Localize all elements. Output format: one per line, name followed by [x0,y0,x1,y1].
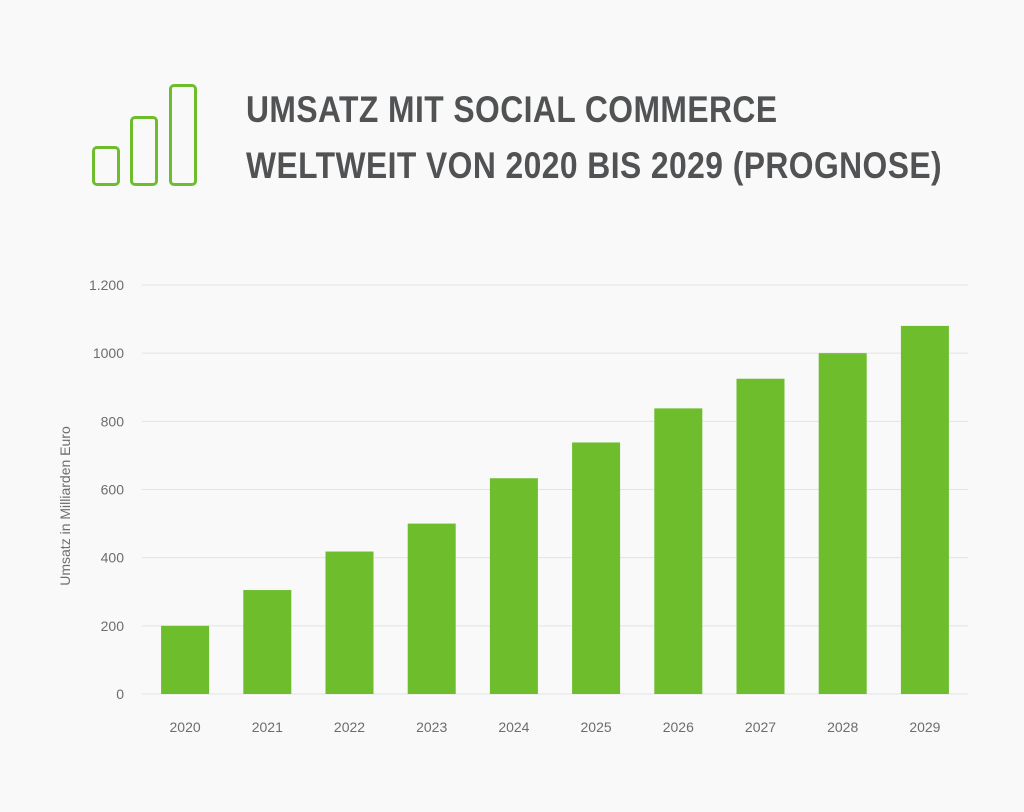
bars [161,325,949,694]
x-tick-label-2026: 2026 [663,719,694,735]
x-tick-label-2024: 2024 [498,719,529,735]
y-tick-label: 1000 [93,345,124,361]
bar-2025 [572,442,621,694]
x-tick-label-2022: 2022 [334,719,365,735]
y-axis-ticks: 0 200 400 600 800 1000 1.200 [89,277,124,702]
x-tick-label-2020: 2020 [170,719,201,735]
x-tick-label-2021: 2021 [252,719,283,735]
x-tick-label-2023: 2023 [416,719,447,735]
bar-2027 [736,378,785,694]
y-tick-label: 800 [101,413,125,429]
x-tick-label-2027: 2027 [745,719,776,735]
x-tick-label-2029: 2029 [909,719,940,735]
y-tick-label: 0 [116,686,124,702]
bar-2023 [407,523,456,694]
title-line-2: WELTWEIT VON 2020 BIS 2029 (PROGNOSE) [246,145,943,186]
y-tick-label: 200 [101,618,125,634]
y-tick-label: 400 [101,550,125,566]
logo-bar-medium [130,116,158,186]
bar-2026 [654,408,703,694]
bar-2029 [900,325,949,694]
y-tick-label: 1.200 [89,277,124,293]
page-title: UMSATZ MIT SOCIAL COMMERCE WELTWEIT VON … [246,82,942,194]
bar-2021 [243,590,292,694]
bar-2022 [325,551,374,694]
bar-2028 [818,353,867,694]
x-tick-label-2025: 2025 [581,719,612,735]
bar-chart-icon [90,82,202,190]
x-axis-ticks: 2020 2021 2022 2023 2024 2025 2026 2027 2028 2029 [170,719,941,735]
y-tick-label: 600 [101,482,125,498]
title-line-1: UMSATZ MIT SOCIAL COMMERCE [246,89,778,130]
logo-bar-large [169,84,197,186]
y-axis-title: Umsatz in Milliarden Euro [57,426,73,586]
bar-2020 [161,625,210,694]
bar-2024 [489,478,538,694]
logo-bar-small [92,146,120,186]
x-tick-label-2028: 2028 [827,719,858,735]
